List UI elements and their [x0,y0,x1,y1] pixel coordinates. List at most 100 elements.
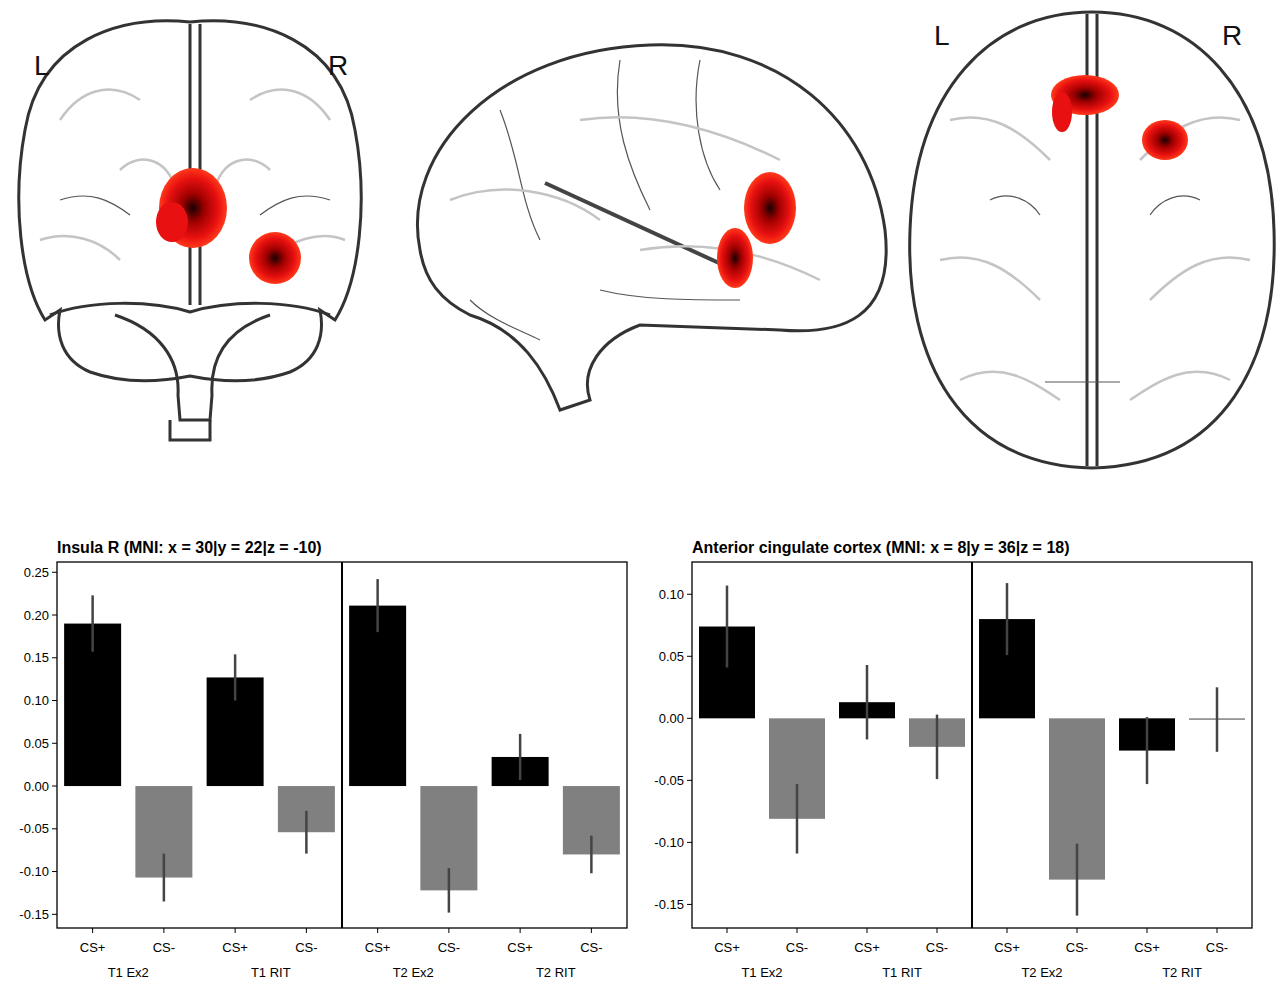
x-tick-label: CS- [1066,940,1088,955]
y-tick [687,718,692,719]
plot-frame [57,562,627,928]
sulcus [450,117,820,280]
activation-blob [1052,92,1072,132]
y-tick [52,914,57,915]
chart-title: Insula R (MNI: x = 30|y = 22|z = -10) [57,539,322,556]
group-divider [971,562,973,928]
activation-blob [1142,120,1188,160]
plot-frame [692,562,1252,928]
y-tick-label: 0.25 [24,565,49,580]
y-tick-label: -0.15 [654,897,684,912]
sulcus [470,60,740,340]
y-tick-label: -0.10 [19,864,49,879]
y-tick-label: 0.00 [659,711,684,726]
group-label: T1 Ex2 [741,965,782,980]
y-tick-label: -0.10 [654,835,684,850]
x-tick [1077,928,1078,933]
error-bar [305,811,308,854]
y-tick [52,828,57,829]
sylvian-fissure [545,183,745,275]
y-tick [687,594,692,595]
bar [349,606,406,786]
chart-title: Anterior cingulate cortex (MNI: x = 8|y … [692,539,1070,556]
x-tick [306,928,307,933]
error-bar [1146,717,1149,784]
brainstem [170,420,210,440]
brainstem [115,315,270,420]
x-tick [520,928,521,933]
hemisphere-label: L [934,20,950,51]
midline [190,24,200,305]
y-tick [52,786,57,787]
x-tick-label: CS- [786,940,808,955]
x-tick-label: CS+ [507,940,533,955]
x-tick [867,928,868,933]
group-label: T1 Ex2 [108,965,149,980]
activation-blob [744,172,796,244]
x-tick-label: CS- [1206,940,1228,955]
sulcus [990,196,1200,382]
y-tick [52,743,57,744]
error-bar [1216,687,1219,752]
error-bar [376,579,379,632]
error-bar [163,854,166,902]
activation-blob [717,228,753,288]
sulcus [940,117,1250,400]
glass-brain [19,12,1274,468]
x-tick [1007,928,1008,933]
y-tick [52,657,57,658]
group-label: T1 RIT [251,965,291,980]
y-tick [687,656,692,657]
brain-outline [910,12,1275,468]
group-label: T1 RIT [882,965,922,980]
x-tick-label: CS- [580,940,602,955]
error-bar [519,734,522,780]
y-tick-label: 0.10 [659,587,684,602]
error-bar [448,868,451,912]
y-tick [52,572,57,573]
sulcus [40,90,345,260]
x-tick-label: CS- [926,940,948,955]
y-tick [52,615,57,616]
group-label: T2 Ex2 [1021,965,1062,980]
x-tick [727,928,728,933]
activation-blob [249,232,301,284]
brain-outline [19,21,361,381]
y-tick-label: -0.05 [654,773,684,788]
x-tick [235,928,236,933]
error-bar [1006,583,1009,655]
y-tick [687,780,692,781]
cerebellum-border [50,303,330,315]
brain-outline [417,45,886,410]
activation-blob [156,202,188,242]
error-bar [726,586,729,668]
x-tick [797,928,798,933]
x-tick [1147,928,1148,933]
y-tick-label: 0.15 [24,650,49,665]
figure: LRLRInsula R (MNI: x = 30|y = 22|z = -10… [0,0,1280,984]
y-tick-label: 0.05 [24,736,49,751]
y-tick [687,904,692,905]
y-tick [52,871,57,872]
x-tick-label: CS+ [994,940,1020,955]
y-tick-label: 0.05 [659,649,684,664]
x-tick [92,928,93,933]
y-tick-label: 0.00 [24,779,49,794]
x-tick [591,928,592,933]
hemisphere-label: R [1222,20,1242,51]
error-bar [796,784,799,853]
error-bar [1076,844,1079,916]
error-bar [866,665,869,739]
y-tick-label: -0.05 [19,821,49,836]
error-bar [234,654,237,700]
x-tick-label: CS+ [714,940,740,955]
x-tick [163,928,164,933]
error-bar [936,715,939,780]
hemisphere-label: R [328,50,348,81]
x-tick-label: CS+ [365,940,391,955]
x-tick [937,928,938,933]
group-divider [341,562,343,928]
x-tick [377,928,378,933]
y-tick-label: 0.20 [24,608,49,623]
group-label: T2 RIT [1162,965,1202,980]
